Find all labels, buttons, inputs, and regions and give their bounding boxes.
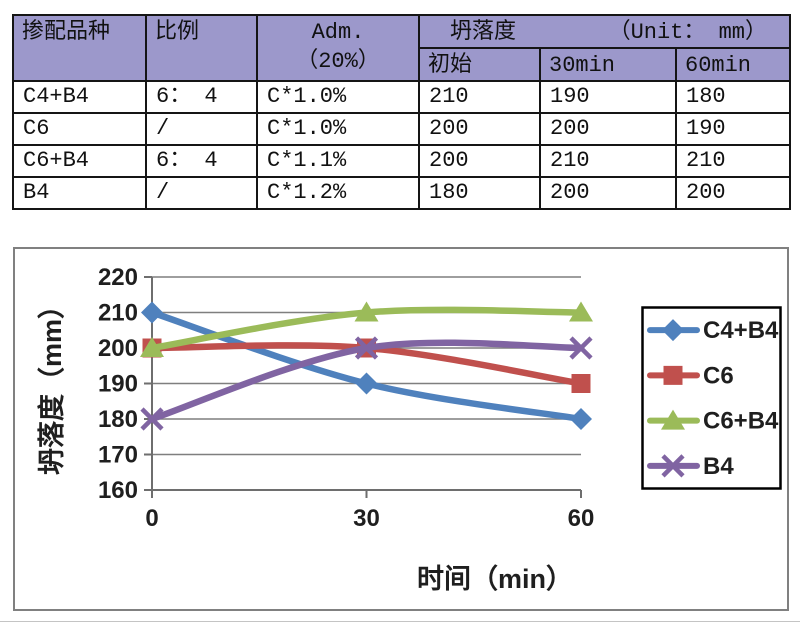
cell-slump-30min: 200 xyxy=(539,176,677,210)
column-header-ratio: 比例 xyxy=(145,14,258,82)
cell-blend: C4+B4 xyxy=(12,80,147,114)
cell-slump-initial: 200 xyxy=(418,144,541,178)
cell-slump-initial: 180 xyxy=(418,176,541,210)
cell-ratio: / xyxy=(145,176,258,210)
legend-item-C6: C6 xyxy=(647,362,734,389)
admixture-label-line1: Adm. xyxy=(311,20,365,45)
column-header-blend-type: 掺配品种 xyxy=(12,14,147,82)
axes: 0 30 60 xyxy=(145,277,594,532)
cell-admixture: C*1.1% xyxy=(256,144,420,178)
svg-text:0: 0 xyxy=(145,505,158,532)
cell-admixture: C*1.0% xyxy=(256,112,420,146)
cell-blend: C6+B4 xyxy=(12,144,147,178)
svg-text:B4: B4 xyxy=(703,453,734,480)
table-row: C6 / C*1.0% 200 200 190 xyxy=(12,112,791,146)
svg-text:200: 200 xyxy=(98,335,138,362)
cell-slump-initial: 200 xyxy=(418,112,541,146)
cell-admixture: C*1.2% xyxy=(256,176,420,210)
svg-text:220: 220 xyxy=(98,264,138,291)
cell-ratio: / xyxy=(145,112,258,146)
legend-item-C4+B4: C4+B4 xyxy=(647,317,779,344)
svg-text:170: 170 xyxy=(98,442,138,469)
svg-text:30: 30 xyxy=(353,505,380,532)
cell-slump-30min: 210 xyxy=(539,144,677,178)
cell-ratio: 6： 4 xyxy=(145,144,258,178)
svg-text:180: 180 xyxy=(98,406,138,433)
svg-text:190: 190 xyxy=(98,371,138,398)
page-bottom-rule xyxy=(0,621,800,622)
cell-admixture: C*1.0% xyxy=(256,80,420,114)
cell-ratio: 6： 4 xyxy=(145,80,258,114)
column-header-slump-group: 坍落度 （Unit： mm） xyxy=(418,14,791,49)
svg-text:60: 60 xyxy=(568,505,595,532)
slump-results-table: 掺配品种 比例 Adm. （20%） 坍落度 （Unit： mm） 初始 30m… xyxy=(12,14,791,210)
table-row: C6+B4 6： 4 C*1.1% 200 210 210 xyxy=(12,144,791,178)
slump-line-chart: 160 170 180 190 200 210 220 0 30 60 时间（min） 坍落度（mm）… xyxy=(13,247,789,611)
cell-blend: B4 xyxy=(12,176,147,210)
table-row: C4+B4 6： 4 C*1.0% 210 190 180 xyxy=(12,80,791,114)
cell-slump-60min: 180 xyxy=(675,80,791,114)
column-header-initial: 初始 xyxy=(418,47,541,82)
table-row: B4 / C*1.2% 180 200 200 xyxy=(12,176,791,210)
legend-item-C6+B4: C6+B4 xyxy=(647,408,779,435)
cell-slump-30min: 190 xyxy=(539,80,677,114)
cell-slump-60min: 200 xyxy=(675,176,791,210)
svg-text:C6: C6 xyxy=(703,362,734,389)
x-axis-title: 时间（min） xyxy=(417,564,573,594)
svg-text:160: 160 xyxy=(98,477,138,504)
cell-slump-initial: 210 xyxy=(418,80,541,114)
series-B4 xyxy=(140,336,593,431)
svg-text:C4+B4: C4+B4 xyxy=(703,317,779,344)
slump-group-label: 坍落度 xyxy=(450,20,517,45)
series-C6+B4 xyxy=(140,301,593,357)
admixture-label-line2: （20%） xyxy=(296,49,380,74)
series-C4+B4 xyxy=(141,301,592,430)
column-header-admixture: Adm. （20%） xyxy=(256,14,420,82)
cell-slump-60min: 210 xyxy=(675,144,791,178)
cell-slump-30min: 200 xyxy=(539,112,677,146)
svg-text:C6+B4: C6+B4 xyxy=(703,408,779,435)
slump-group-unit: （Unit： mm） xyxy=(608,20,767,45)
cell-slump-60min: 190 xyxy=(675,112,791,146)
svg-text:210: 210 xyxy=(98,300,138,327)
column-header-30min: 30min xyxy=(539,47,677,82)
y-axis-title: 坍落度（mm） xyxy=(36,292,67,475)
cell-blend: C6 xyxy=(12,112,147,146)
legend-item-B4: B4 xyxy=(647,453,734,480)
slump-chart-frame: 160 170 180 190 200 210 220 0 30 60 时间（min） 坍落度（mm）… xyxy=(13,247,789,611)
chart-legend: C4+B4 C6 C6+B4 B4 xyxy=(641,306,782,490)
column-header-60min: 60min xyxy=(675,47,791,82)
